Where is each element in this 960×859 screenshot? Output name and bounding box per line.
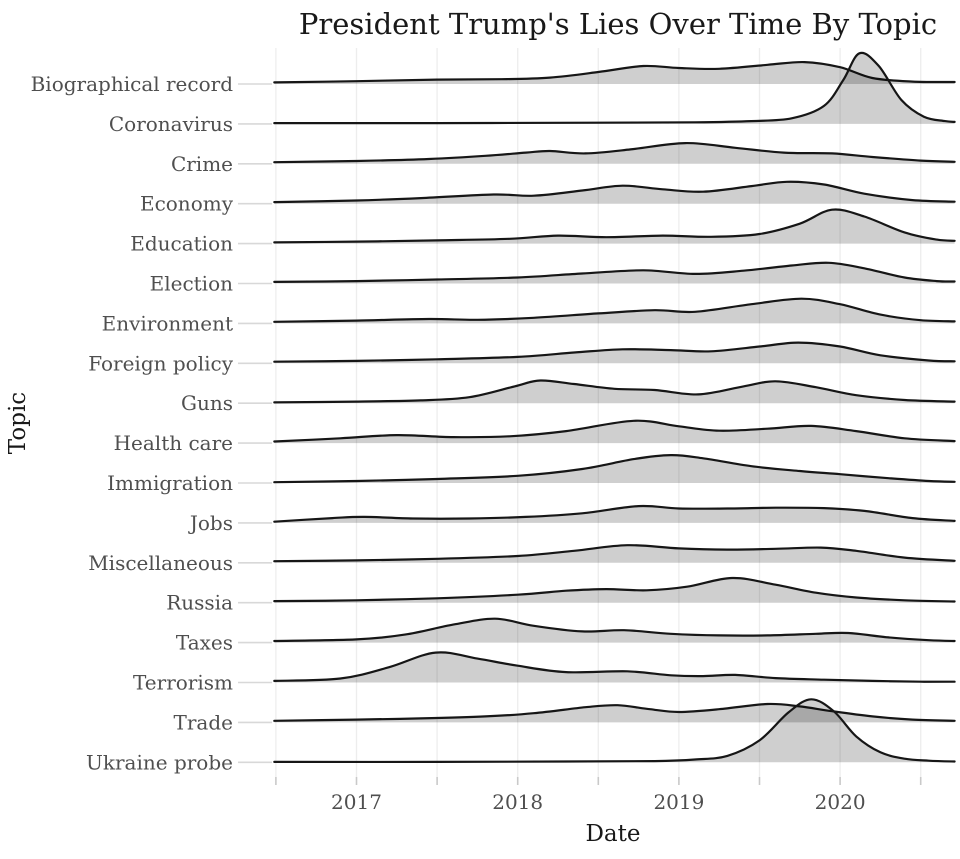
ridge-line (273, 261, 956, 283)
y-axis-label-coronavirus: Coronavirus (109, 112, 233, 136)
ridge-line (273, 544, 956, 563)
ridge-line (273, 208, 956, 244)
x-tick-label-2019: 2019 (653, 790, 704, 814)
ridge-line (273, 453, 956, 484)
ridge-line (273, 379, 956, 404)
ridge-taxes (273, 617, 956, 643)
y-axis-label-crime: Crime (171, 152, 233, 176)
ridge-ukraine-probe (273, 698, 956, 764)
x-tick-labels: 2017 2018 2019 2020 (331, 790, 866, 814)
ridge-health-care (273, 419, 956, 444)
ridge-line (273, 419, 956, 443)
ridge-fill (274, 52, 955, 124)
ridge-line (273, 504, 956, 523)
y-axis-label-taxes: Taxes (176, 631, 233, 655)
y-axis-label-election: Election (150, 272, 234, 296)
ridge-jobs (273, 504, 956, 523)
y-axis-label-economy: Economy (140, 192, 234, 216)
x-axis-title: Date (585, 821, 640, 847)
ridge-fill (274, 455, 955, 483)
y-axis-label-miscellaneous: Miscellaneous (88, 551, 233, 575)
ridge-miscellaneous (273, 544, 956, 563)
y-axis-label-jobs: Jobs (188, 511, 233, 535)
y-axis-label-immigration: Immigration (107, 471, 233, 495)
y-axis-label-education: Education (130, 232, 233, 256)
y-axis-label-russia: Russia (166, 591, 233, 615)
ridge-fill (274, 298, 955, 324)
y-axis-label-terrorism: Terrorism (133, 671, 233, 695)
ridge-biographical-record (273, 60, 956, 84)
ridge-fill (274, 342, 955, 364)
y-axis-label-foreign-policy: Foreign policy (88, 351, 233, 375)
x-tick-label-2017: 2017 (331, 790, 382, 814)
ridge-trade (273, 702, 956, 723)
y-axis-labels: Biographical record Coronavirus Crime Econo… (31, 72, 234, 774)
ridge-guns (273, 379, 956, 404)
ridge-foreign-policy (273, 341, 956, 364)
ridge-line (273, 617, 956, 643)
ridge-curves (273, 51, 956, 764)
y-axis-ticks (238, 83, 272, 764)
ridge-fill (274, 699, 955, 763)
ridge-election (273, 261, 956, 284)
y-axis-label-biographical-record: Biographical record (31, 72, 234, 96)
ridge-line (273, 60, 956, 84)
ridge-line (273, 576, 956, 603)
ridge-fill (274, 380, 955, 404)
y-axis-label-trade: Trade (174, 710, 233, 734)
gridlines (275, 48, 922, 777)
ridge-russia (273, 576, 956, 603)
x-tick-label-2018: 2018 (492, 790, 543, 814)
ridge-coronavirus (273, 51, 956, 125)
y-axis-label-health-care: Health care (114, 431, 233, 455)
ridge-education (273, 208, 956, 244)
ridge-crime (273, 141, 956, 164)
ridge-line (273, 297, 956, 323)
ridge-line (273, 651, 956, 683)
ridge-fill (274, 181, 955, 204)
ridge-line (273, 51, 956, 125)
ridge-fill (274, 505, 955, 523)
ridge-fill (274, 62, 955, 84)
y-axis-label-ukraine-probe: Ukraine probe (86, 750, 233, 774)
ridge-economy (273, 180, 956, 204)
ridge-line (273, 341, 956, 363)
ridge-terrorism (273, 651, 956, 683)
ridge-fill (274, 209, 955, 244)
ridge-line (273, 141, 956, 164)
ridge-line (273, 702, 956, 722)
chart-title: President Trump's Lies Over Time By Topi… (299, 7, 937, 41)
y-axis-label-guns: Guns (181, 391, 233, 415)
y-axis-label-environment: Environment (102, 311, 233, 335)
ridge-line (273, 180, 956, 204)
x-tick-label-2020: 2020 (815, 790, 866, 814)
ridge-fill (274, 652, 955, 683)
ridge-fill (274, 262, 955, 284)
ridge-line (273, 698, 956, 764)
ridge-immigration (273, 453, 956, 484)
y-axis-title: Topic (5, 392, 31, 454)
ridge-fill (274, 703, 955, 723)
ridge-environment (273, 297, 956, 324)
x-axis-ticks (275, 777, 922, 785)
